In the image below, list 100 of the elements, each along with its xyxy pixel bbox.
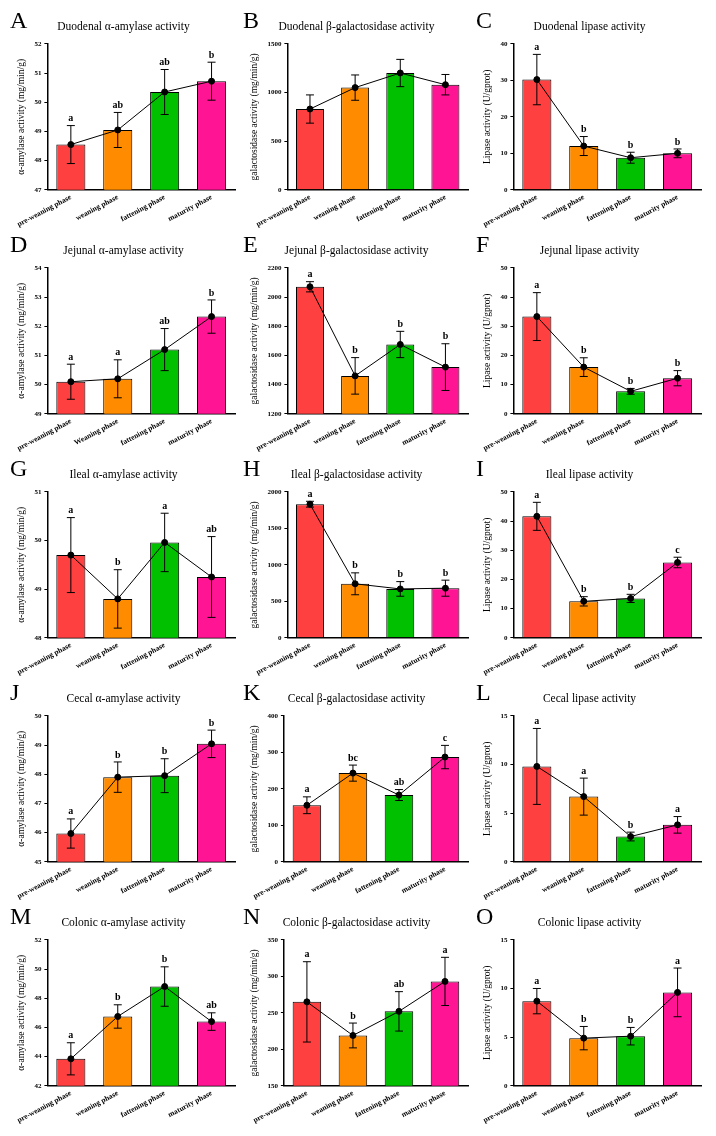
text: C bbox=[476, 7, 493, 34]
text: E bbox=[243, 231, 258, 258]
point bbox=[161, 346, 169, 354]
point bbox=[114, 375, 122, 383]
chart-title: Jejunal lipase activity bbox=[539, 243, 640, 257]
point bbox=[114, 595, 122, 603]
chart-title: Duodenal lipase activity bbox=[533, 19, 646, 33]
chart-title: Ileal lipase activity bbox=[545, 467, 634, 481]
annotation: a bbox=[675, 803, 681, 815]
text: O bbox=[476, 903, 494, 930]
annotation: b bbox=[350, 1009, 357, 1021]
annotation: b bbox=[208, 48, 215, 60]
annotation: b bbox=[114, 748, 121, 760]
point bbox=[161, 538, 169, 546]
point bbox=[208, 740, 216, 748]
chart-title: Colonic β-galactosidase activity bbox=[282, 915, 431, 929]
annotation: b bbox=[627, 375, 634, 387]
annotation: b bbox=[161, 745, 168, 757]
annotation: a bbox=[115, 346, 121, 358]
annotation: a bbox=[304, 948, 310, 960]
point bbox=[580, 1034, 588, 1042]
point bbox=[208, 1018, 216, 1026]
y-axis-title: α-amylase activity (mg/min/g) bbox=[16, 282, 28, 399]
point bbox=[208, 313, 216, 321]
annotation: b bbox=[580, 123, 587, 135]
point bbox=[161, 983, 169, 991]
chart-title: Colonic α-amylase activity bbox=[61, 915, 186, 929]
text: J bbox=[10, 679, 20, 706]
point bbox=[674, 821, 682, 829]
chart-title: Colonic lipase activity bbox=[537, 915, 642, 929]
chart-title: Cecal α-amylase activity bbox=[66, 691, 181, 705]
annotation: bc bbox=[347, 751, 359, 763]
annotation: b bbox=[352, 559, 359, 571]
chart-title: Duodenal β-galactosidase activity bbox=[278, 19, 435, 33]
y-axis-title: Lipase activity (U/gprot) bbox=[482, 741, 494, 837]
annotation: c bbox=[442, 731, 448, 743]
y-axis-title: galactosidase activity (mg/min/g) bbox=[249, 277, 261, 405]
annotation: a bbox=[534, 488, 540, 500]
y-axis-title: α-amylase activity (mg/min/g) bbox=[16, 58, 28, 175]
text: L bbox=[476, 679, 491, 706]
y-axis-title: α-amylase activity (mg/min/g) bbox=[16, 730, 28, 847]
point bbox=[161, 772, 169, 780]
annotation: b bbox=[161, 953, 168, 965]
point bbox=[114, 1012, 122, 1020]
annotation: a bbox=[534, 40, 540, 52]
annotation: ab bbox=[393, 978, 405, 990]
annotation: ab bbox=[206, 523, 218, 535]
point bbox=[580, 793, 588, 801]
annotation: ab bbox=[393, 776, 405, 788]
annotation: a bbox=[304, 783, 310, 795]
annotation: b bbox=[580, 344, 587, 356]
chart-title: Jejunal α-amylase activity bbox=[63, 243, 184, 257]
point bbox=[396, 585, 404, 593]
text: M bbox=[10, 903, 32, 930]
text: F bbox=[476, 231, 490, 258]
text: N bbox=[243, 903, 261, 930]
y-axis-title: galactosidase activity (mg/min/g) bbox=[249, 501, 261, 629]
y-axis-title: Lipase activity (U/gprot) bbox=[482, 69, 494, 165]
annotation: b bbox=[442, 330, 449, 342]
annotation: b bbox=[580, 1013, 587, 1025]
annotation: a bbox=[581, 764, 587, 776]
point bbox=[441, 81, 449, 89]
annotation: a bbox=[534, 975, 540, 987]
point bbox=[441, 363, 449, 371]
annotation: ab bbox=[112, 99, 124, 111]
y-axis-title: Lipase activity (U/gprot) bbox=[482, 293, 494, 389]
annotation: b bbox=[208, 716, 215, 728]
annotation: a bbox=[307, 268, 313, 280]
text: H bbox=[243, 455, 261, 482]
point bbox=[674, 374, 682, 382]
annotation: c bbox=[675, 543, 681, 555]
y-axis-title: Lipase activity (U/gprot) bbox=[482, 965, 494, 1061]
text: K bbox=[243, 679, 261, 706]
y-axis-title: galactosidase activity (mg/min/g) bbox=[249, 53, 261, 181]
point bbox=[161, 88, 169, 96]
annotation: b bbox=[114, 991, 121, 1003]
annotation: a bbox=[68, 112, 74, 124]
text: D bbox=[10, 231, 28, 258]
annotation: b bbox=[674, 357, 681, 369]
annotation: b bbox=[208, 286, 215, 298]
point bbox=[674, 988, 682, 996]
point bbox=[441, 584, 449, 592]
chart-title: Cecal β-galactosidase activity bbox=[287, 691, 426, 705]
y-axis-title: Lipase activity (U/gprot) bbox=[482, 517, 494, 613]
point bbox=[627, 1032, 635, 1040]
chart-title: Cecal lipase activity bbox=[542, 691, 637, 705]
point bbox=[208, 77, 216, 85]
annotation: a bbox=[162, 499, 168, 511]
annotation: b bbox=[442, 566, 449, 578]
annotation: a bbox=[307, 487, 313, 499]
annotation: ab bbox=[206, 999, 218, 1011]
point bbox=[396, 69, 404, 77]
point bbox=[580, 363, 588, 371]
point bbox=[580, 142, 588, 150]
annotation: b bbox=[352, 344, 359, 356]
annotation: a bbox=[442, 943, 448, 955]
annotation: a bbox=[534, 715, 540, 727]
annotation: b bbox=[114, 556, 121, 568]
chart-title: Jejunal β-galactosidase activity bbox=[284, 243, 429, 257]
annotation: b bbox=[580, 583, 587, 595]
